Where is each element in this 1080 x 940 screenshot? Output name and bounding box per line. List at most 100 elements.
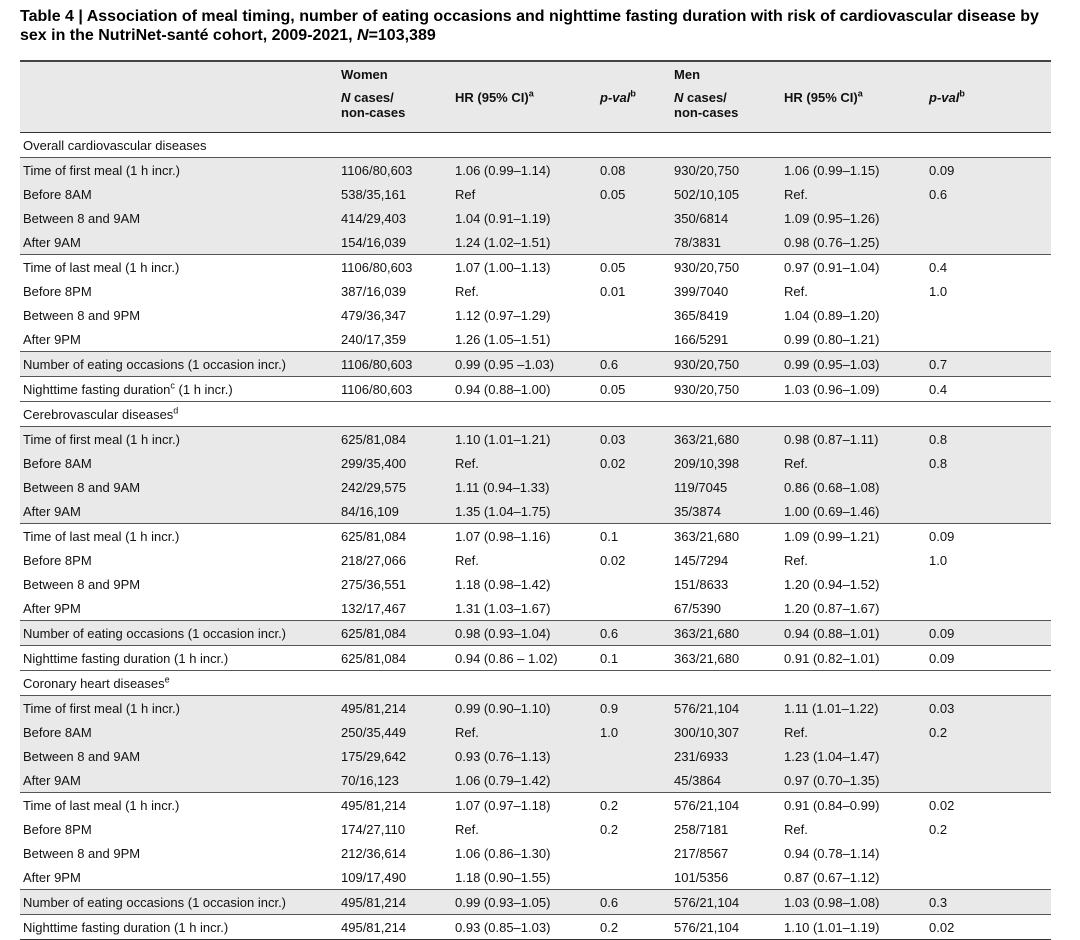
women-hr-cell: 0.99 (0.95 –1.03) xyxy=(452,351,597,377)
men-p-cell: 0.02 xyxy=(926,792,1052,817)
men-cases-cell: 363/21,680 xyxy=(671,523,782,548)
men-p-cell: 0.09 xyxy=(926,523,1052,548)
table-row: Number of eating occasions (1 occasion i… xyxy=(20,620,1052,646)
men-p-cell xyxy=(926,841,1051,865)
women-cases-header: N cases/non-cases xyxy=(338,86,452,133)
men-cases-cell: 145/7294 xyxy=(674,552,729,568)
men-cases-cell: 930/20,750 xyxy=(671,157,782,182)
table-row: Between 8 and 9PM 479/36,347 1.12 (0.97–1.… xyxy=(20,303,1051,327)
women-cases-cell: 625/81,084 xyxy=(338,620,452,646)
women-cases-cell: 495/81,214 xyxy=(338,889,452,915)
table-title: Table 4 | Association of meal timing, nu… xyxy=(20,7,1070,45)
table-row: Between 8 and 9AM 414/29,403 1.04 (0.91–1.… xyxy=(20,206,1052,230)
table-row: After 9PM 109/17,490 1.18 (0.90–1.55) 101/5… xyxy=(20,865,1051,890)
women-cases-cell: 218/27,066 xyxy=(341,552,407,568)
men-cases-cell: 300/10,307 xyxy=(671,720,782,744)
men-p-cell: 0.6 xyxy=(926,182,1052,206)
table-row: After 9AM 70/16,123 1.06 (0.79–1.42) 45/386… xyxy=(20,768,1052,793)
women-hr-cell: Ref. xyxy=(455,552,479,568)
women-hr-cell: 1.18 (0.90–1.55) xyxy=(455,869,551,885)
men-p-header: p-valb xyxy=(926,86,1052,133)
women-cases-cell: 175/29,642 xyxy=(338,744,452,768)
women-p-header: p-valb xyxy=(597,86,672,133)
women-cases-cell: 625/81,084 xyxy=(338,523,452,548)
men-cases-cell: 363/21,680 xyxy=(671,645,782,671)
women-hr-cell: 0.94 (0.86 – 1.02) xyxy=(452,645,597,671)
women-hr-cell: 1.04 (0.91–1.19) xyxy=(452,206,597,230)
women-p-cell: 0.02 xyxy=(600,552,626,568)
women-p-cell: 0.6 xyxy=(597,351,672,377)
row-label: Nighttime fasting duration (1 h incr.) xyxy=(20,914,338,940)
men-cases-cell: 209/10,398 xyxy=(671,451,782,475)
women-p-cell xyxy=(597,572,671,596)
row-label: Nighttime fasting durationc (1 h incr.) xyxy=(20,376,338,402)
women-hr-cell: Ref. xyxy=(455,283,479,299)
men-cases-cell: 35/3874 xyxy=(671,499,782,524)
men-hr-cell: 1.20 (0.94–1.52) xyxy=(784,576,880,592)
table-row: Between 8 and 9AM 242/29,575 1.11 (0.94–1.… xyxy=(20,475,1052,499)
women-cases-cell: 84/16,109 xyxy=(338,499,452,524)
table-row: Between 8 and 9PM 275/36,551 1.18 (0.98–1.… xyxy=(20,572,1051,596)
women-p-cell: 0.6 xyxy=(597,620,672,646)
table-row: Nighttime fasting duration (1 h incr.) 49… xyxy=(20,914,1052,940)
section-label: Cerebrovascular diseasesd xyxy=(20,401,1052,427)
men-p-cell: 0.02 xyxy=(926,914,1052,940)
men-cases-cell: 45/3864 xyxy=(671,768,782,793)
men-p-cell xyxy=(926,596,1051,621)
women-hr-cell: 1.10 (1.01–1.21) xyxy=(452,426,597,451)
men-cases-cell: 502/10,105 xyxy=(671,182,782,206)
women-p-cell: 0.03 xyxy=(597,426,672,451)
men-p-cell: 0.4 xyxy=(926,254,1052,279)
men-hr-cell: 0.98 (0.76–1.25) xyxy=(781,230,927,255)
women-cases-cell: 299/35,400 xyxy=(338,451,452,475)
row-label: After 9PM xyxy=(23,869,81,885)
women-hr-cell: 1.12 (0.97–1.29) xyxy=(455,307,551,323)
row-label: Before 8PM xyxy=(23,283,92,299)
men-p-cell xyxy=(926,572,1051,596)
row-label: Number of eating occasions (1 occasion i… xyxy=(20,889,338,915)
row-label: Between 8 and 9PM xyxy=(23,576,141,592)
row-label: After 9AM xyxy=(20,499,338,524)
men-p-cell xyxy=(926,303,1051,327)
row-label: Between 8 and 9PM xyxy=(23,845,141,861)
men-hr-cell: 0.97 (0.70–1.35) xyxy=(781,768,927,793)
women-cases-cell: 154/16,039 xyxy=(338,230,452,255)
men-p-cell: 0.09 xyxy=(926,645,1052,671)
row-label: Time of first meal (1 h incr.) xyxy=(20,426,338,451)
men-hr-cell: 1.09 (0.99–1.21) xyxy=(781,523,927,548)
table-row: After 9AM 84/16,109 1.35 (1.04–1.75) 35/387… xyxy=(20,499,1052,524)
women-cases-cell: 495/81,214 xyxy=(338,792,452,817)
men-cases-cell: 363/21,680 xyxy=(671,620,782,646)
header-blank-2 xyxy=(20,86,338,133)
women-cases-cell: 479/36,347 xyxy=(341,307,407,323)
women-hr-cell: Ref xyxy=(452,182,597,206)
men-cases-cell: 67/5390 xyxy=(674,600,722,616)
row-label: Before 8PM xyxy=(23,821,92,837)
table-row: Time of last meal (1 h incr.) 625/81,084 1… xyxy=(20,523,1052,548)
page: Table 4 | Association of meal timing, nu… xyxy=(20,7,1070,940)
table-row: Number of eating occasions (1 occasion i… xyxy=(20,889,1052,915)
women-hr-cell: 1.31 (1.03–1.67) xyxy=(455,600,551,616)
women-hr-cell: 1.07 (1.00–1.13) xyxy=(452,254,597,279)
men-hr-cell: 0.91 (0.84–0.99) xyxy=(781,792,927,817)
men-hr-cell: Ref. xyxy=(781,182,927,206)
men-p-cell xyxy=(926,327,1051,352)
women-p-cell: 0.05 xyxy=(597,182,672,206)
men-cases-cell: 119/7045 xyxy=(671,475,782,499)
women-hr-cell: 1.11 (0.94–1.33) xyxy=(452,475,597,499)
women-hr-header: HR (95% CI)a xyxy=(452,86,597,133)
men-hr-cell: 0.91 (0.82–1.01) xyxy=(781,645,927,671)
row-label: Between 8 and 9AM xyxy=(20,475,338,499)
results-table: Women Men N cases/non-cases HR (95% CI)a… xyxy=(20,60,1052,940)
women-p-cell xyxy=(597,327,671,352)
women-hr-cell: 0.99 (0.93–1.05) xyxy=(452,889,597,915)
table-row: Time of first meal (1 h incr.) 1106/80,60… xyxy=(20,157,1052,182)
women-cases-cell: 250/35,449 xyxy=(338,720,452,744)
women-hr-cell: 1.35 (1.04–1.75) xyxy=(452,499,597,524)
women-p-cell: 0.9 xyxy=(597,695,672,720)
table-row: Before 8AM 250/35,449 Ref. 1.0 300/10,307 Ref… xyxy=(20,720,1052,744)
section-label: Coronary heart diseasese xyxy=(20,670,1052,696)
men-cases-header: N cases/non-cases xyxy=(671,86,782,133)
women-p-cell xyxy=(597,303,671,327)
men-cases-cell: 576/21,104 xyxy=(671,889,782,915)
